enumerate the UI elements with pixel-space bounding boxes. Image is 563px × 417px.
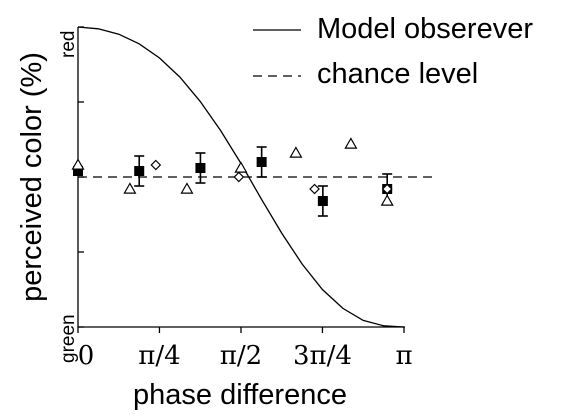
diamond-point-2 <box>309 183 320 195</box>
x-tick-label-4: π <box>395 341 412 371</box>
triangle-point-3 <box>234 161 248 173</box>
plot-area: 0 π/4 π/2 3π/4 π <box>71 26 438 371</box>
square-point-0 <box>73 166 83 176</box>
triangle-point-6 <box>380 194 394 206</box>
legend-model-label: Model obserever <box>317 13 533 45</box>
legend-chance-label: chance level <box>317 58 478 90</box>
y-top-label: red <box>58 31 79 58</box>
diamond-point-0 <box>150 159 162 171</box>
triangle-point-1 <box>123 182 137 194</box>
diamond-point-3 <box>381 183 393 195</box>
y-bottom-label: green <box>58 314 79 363</box>
triangle-point-0 <box>71 158 85 170</box>
square-point-2 <box>195 163 206 173</box>
legend: Model obserever chance level <box>253 13 533 90</box>
square-point-4 <box>317 196 328 206</box>
triangle-point-5 <box>344 137 358 149</box>
diamond-point-1 <box>233 171 245 183</box>
square-point-3 <box>256 157 267 167</box>
y-axis-label: perceived color (%) <box>16 52 48 302</box>
x-tick-label-0: 0 <box>78 341 95 371</box>
x-tick-label-3: 3π/4 <box>293 341 352 371</box>
x-tick-label-1: π/4 <box>138 341 180 371</box>
triangle-point-4 <box>289 146 303 158</box>
x-axis-label: phase difference <box>133 379 347 411</box>
x-tick-label-2: π/2 <box>220 341 262 371</box>
triangle-point-2 <box>180 182 194 194</box>
square-point-1 <box>134 166 145 176</box>
